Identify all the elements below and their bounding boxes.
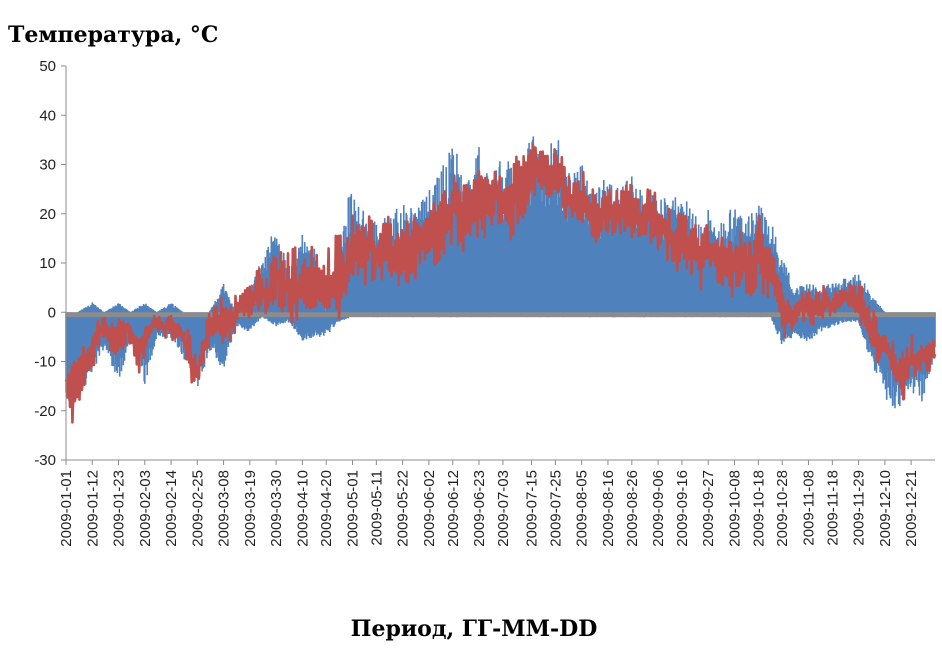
x-tick-label: 2009-12-10 — [877, 470, 894, 547]
x-tick-label: 2009-08-05 — [574, 470, 591, 547]
x-tick-label: 2009-03-19 — [242, 470, 259, 547]
zero-band — [66, 312, 935, 318]
x-tick-label: 2009-04-20 — [318, 470, 335, 547]
x-tick-label: 2009-01-12 — [84, 470, 101, 547]
x-tick-label: 2009-10-18 — [750, 470, 767, 547]
x-tick-label: 2009-03-30 — [268, 470, 285, 547]
y-axis-ticks: 50 40 30 20 10 0 -10 -20 -30 — [34, 58, 66, 469]
x-tick-label: 2009-11-18 — [824, 470, 841, 546]
x-tick-label: 2009-11-29 — [851, 470, 868, 546]
x-tick-label: 2009-02-03 — [137, 470, 154, 547]
y-tick-label: 30 — [39, 157, 56, 174]
x-tick-label: 2009-01-01 — [58, 470, 75, 547]
x-tick-label: 2009-04-10 — [294, 470, 311, 547]
x-tick-label: 2009-11-08 — [800, 470, 817, 546]
x-tick-label: 2009-07-03 — [495, 470, 512, 547]
y-tick-label: 40 — [39, 107, 56, 124]
x-tick-label: 2009-12-21 — [903, 470, 920, 547]
x-tick-label: 2009-03-08 — [216, 470, 233, 547]
y-tick-label: 0 — [48, 304, 56, 321]
y-tick-label: 50 — [39, 58, 56, 75]
x-tick-label: 2009-07-15 — [524, 470, 541, 547]
y-tick-label: -20 — [34, 403, 56, 420]
y-tick-label: 20 — [39, 206, 56, 223]
x-axis-ticks: 2009-01-01 2009-01-12 2009-01-23 2009-02-03… — [58, 460, 920, 547]
x-tick-label: 2009-06-12 — [445, 470, 462, 547]
x-tick-label: 2009-10-08 — [726, 470, 743, 547]
x-tick-label: 2009-05-11 — [368, 470, 385, 546]
x-tick-label: 2009-09-16 — [674, 470, 691, 547]
y-tick-label: -10 — [34, 354, 56, 371]
x-axis-title: Период, ГГ-ММ-DD — [351, 616, 598, 642]
x-tick-label: 2009-06-23 — [471, 470, 488, 547]
y-tick-label: 10 — [39, 255, 56, 272]
plot-area — [64, 66, 937, 461]
x-tick-label: 2009-02-14 — [163, 470, 180, 547]
x-tick-label: 2009-10-28 — [774, 470, 791, 547]
x-tick-label: 2009-05-22 — [395, 470, 412, 547]
x-tick-label: 2009-01-23 — [111, 470, 128, 547]
series-red-line — [64, 144, 937, 424]
x-tick-label: 2009-05-01 — [344, 470, 361, 547]
x-tick-label: 2009-08-26 — [624, 470, 641, 547]
y-axis-title: Температура, °С — [8, 22, 218, 48]
x-tick-label: 2009-07-25 — [547, 470, 564, 547]
x-tick-label: 2009-09-27 — [700, 470, 717, 547]
x-tick-label: 2009-09-06 — [650, 470, 667, 547]
x-tick-label: 2009-08-16 — [600, 470, 617, 547]
x-tick-label: 2009-02-25 — [189, 470, 206, 547]
y-tick-label: -30 — [34, 452, 56, 469]
x-tick-label: 2009-06-02 — [421, 470, 438, 547]
